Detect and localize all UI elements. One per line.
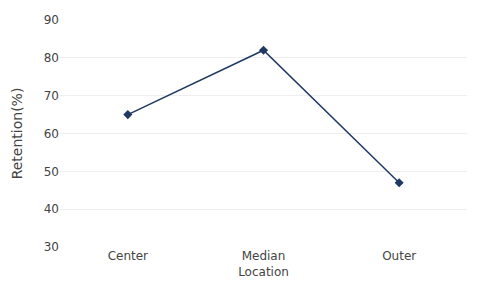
svg-text:50: 50 — [44, 165, 59, 179]
svg-text:Outer: Outer — [382, 249, 416, 263]
svg-text:90: 90 — [44, 13, 59, 27]
svg-text:30: 30 — [44, 240, 59, 254]
svg-text:70: 70 — [44, 89, 59, 103]
svg-text:MedianLocation: MedianLocation — [238, 249, 289, 279]
svg-text:80: 80 — [44, 51, 59, 65]
svg-text:Retention(%): Retention(%) — [9, 88, 25, 180]
svg-text:40: 40 — [44, 202, 59, 216]
svg-text:60: 60 — [44, 127, 59, 141]
svg-text:Center: Center — [108, 249, 148, 263]
